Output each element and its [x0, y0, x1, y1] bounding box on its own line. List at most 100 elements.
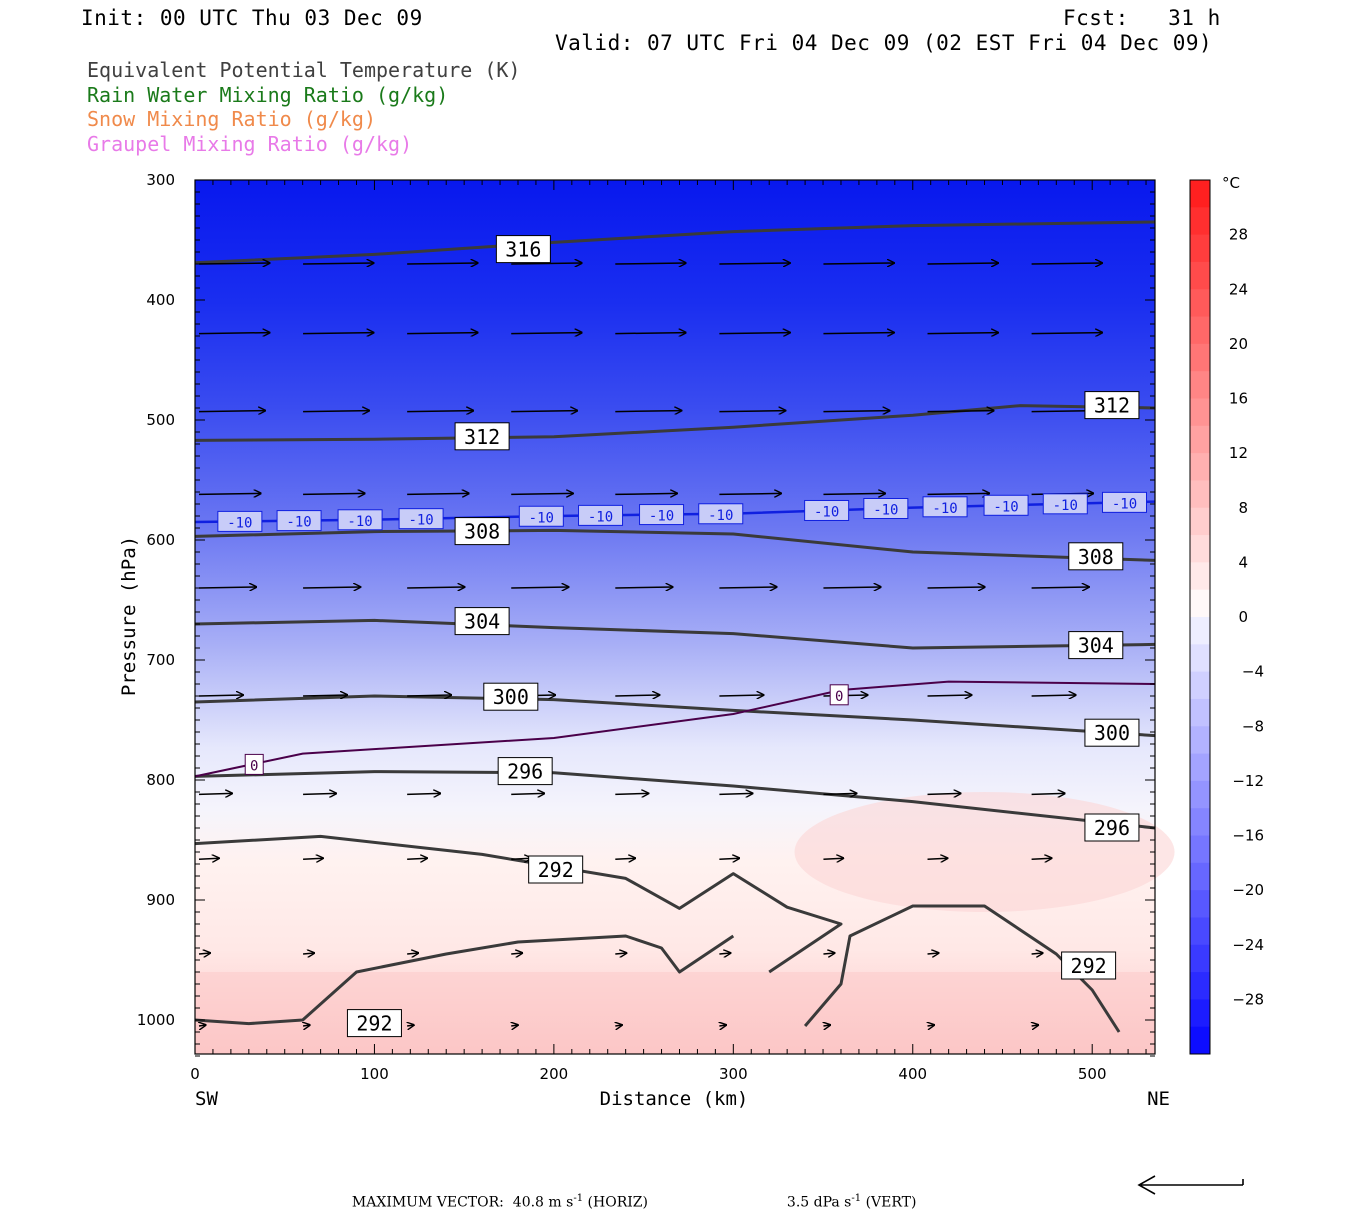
max-vector-label: MAXIMUM VECTOR: 40.8 m s-1 (HORIZ) [343, 1177, 648, 1211]
isotherm-0-line [194, 680, 1156, 778]
x-tick-label: 100 [360, 1065, 389, 1083]
x-axis-title: Distance (km) [600, 1088, 749, 1110]
colorbar-segment [1190, 999, 1210, 1028]
y-tick-label: 800 [146, 771, 175, 789]
x-axis-ne-label: NE [1147, 1088, 1170, 1110]
wind-vector [719, 263, 789, 264]
wind-vector [198, 793, 232, 794]
wind-vector [823, 333, 893, 334]
isotherm-label-text: 0 [835, 689, 843, 705]
wind-vector [719, 587, 776, 588]
y-tick-label: 300 [146, 171, 175, 189]
wind-vector [719, 793, 752, 794]
isotherm-label-box [639, 504, 685, 526]
wind-vector [1031, 263, 1102, 264]
legend-rain-water: Rain Water Mixing Ratio (g/kg) [87, 83, 449, 107]
colorbar-segment [1190, 507, 1210, 536]
colorbar-segment [1190, 917, 1210, 946]
colorbar-segment [1190, 780, 1210, 809]
isotherm-minus10-label: -10 [983, 494, 1029, 516]
isotherm-label-box [337, 509, 383, 531]
colorbar-segment [1190, 316, 1210, 345]
colorbar-segment [1190, 972, 1210, 1000]
colorbar-tick-label: −24 [1232, 936, 1264, 954]
y-tick-label: 900 [146, 891, 175, 909]
isotherm-label-text: -10 [286, 515, 311, 531]
wind-vector [927, 587, 985, 588]
isotherm-minus10-label: -10 [1101, 491, 1147, 513]
isotherm-minus10-label: -10 [578, 504, 624, 526]
wind-vector [927, 793, 961, 794]
theta-e-contour-292 [194, 834, 843, 974]
contour-label-text: 308 [464, 520, 500, 544]
wind-vector [1031, 333, 1102, 334]
isotherm-label-text: -10 [649, 509, 674, 525]
colorbar-tick-label: 12 [1229, 444, 1248, 462]
wind-vector [198, 858, 219, 859]
isotherm-label-box [518, 505, 564, 527]
contour-label-text: 292 [1071, 954, 1107, 978]
wind-vector [511, 953, 522, 954]
colorbar-segment [1190, 261, 1210, 290]
wind-vector [511, 1025, 518, 1026]
contour-label-304: 304 [454, 607, 510, 636]
colorbar-segment [1190, 562, 1210, 591]
wind-vector [615, 333, 685, 334]
wind-vector [823, 263, 893, 264]
isotherm-label-text: -10 [588, 509, 613, 525]
contour-label-312: 312 [454, 422, 510, 451]
contour-label-text: 296 [507, 760, 543, 784]
colorbar-segment [1190, 671, 1210, 700]
contour-label-292: 292 [346, 1009, 402, 1038]
wind-vector [511, 411, 577, 412]
colorbar-tick-label: −20 [1232, 881, 1264, 899]
contour-label-292: 292 [528, 855, 584, 884]
colorbar-segment [1190, 644, 1210, 673]
x-tick-label: 0 [190, 1065, 200, 1083]
wind-vector [303, 695, 347, 696]
wind-vector [615, 1025, 622, 1026]
colorbar-frame [1189, 179, 1211, 1055]
wind-vector [303, 333, 373, 334]
colorbar-tick-label: 24 [1229, 280, 1248, 298]
colorbar-segment [1190, 234, 1210, 263]
colorbar-segment [1190, 343, 1210, 372]
wind-vector [719, 411, 785, 412]
isotherm-minus10-label: -10 [398, 508, 444, 530]
colorbar-segment [1190, 808, 1210, 836]
contour-label-box [346, 1009, 402, 1038]
colorbar-segment [1190, 617, 1210, 645]
wind-vector [719, 493, 781, 494]
max-vector-text: MAXIMUM VECTOR: [351, 1194, 504, 1211]
isotherm-label-box [983, 494, 1029, 516]
contour-label-box [1084, 391, 1140, 420]
wind-vector [927, 953, 939, 954]
colorbar-segment [1190, 862, 1210, 891]
wind-vector [1031, 587, 1089, 588]
theta-e-contour-316 [194, 220, 1156, 265]
wind-vector [511, 263, 581, 264]
isotherm-label-text: -10 [708, 508, 733, 524]
isotherm-minus10-label: -10 [217, 510, 263, 532]
contour-label-text: 308 [1078, 545, 1114, 569]
colorbar-tick-label: −16 [1232, 827, 1264, 845]
wind-vector [615, 695, 659, 696]
wind-vector [927, 858, 948, 859]
colorbar-segment [1190, 753, 1210, 782]
wind-vector [198, 493, 261, 494]
wind-vector [719, 858, 739, 859]
x-tick-label: 200 [540, 1065, 569, 1083]
wind-vector [407, 793, 440, 794]
y-axis-title: Pressure (hPa) [118, 536, 140, 696]
contour-label-box [1068, 542, 1124, 571]
isotherm-label-box [922, 496, 968, 518]
contour-label-box [454, 607, 510, 636]
colorbar-segment [1190, 890, 1210, 918]
theta-e-contour-292 [803, 904, 1121, 1033]
theta-e-contour-308 [194, 528, 1156, 562]
wind-vector [511, 333, 581, 334]
wind-vector [615, 587, 672, 588]
wind-vector [823, 858, 843, 859]
wind-vector [615, 858, 635, 859]
wind-vector [407, 263, 477, 264]
